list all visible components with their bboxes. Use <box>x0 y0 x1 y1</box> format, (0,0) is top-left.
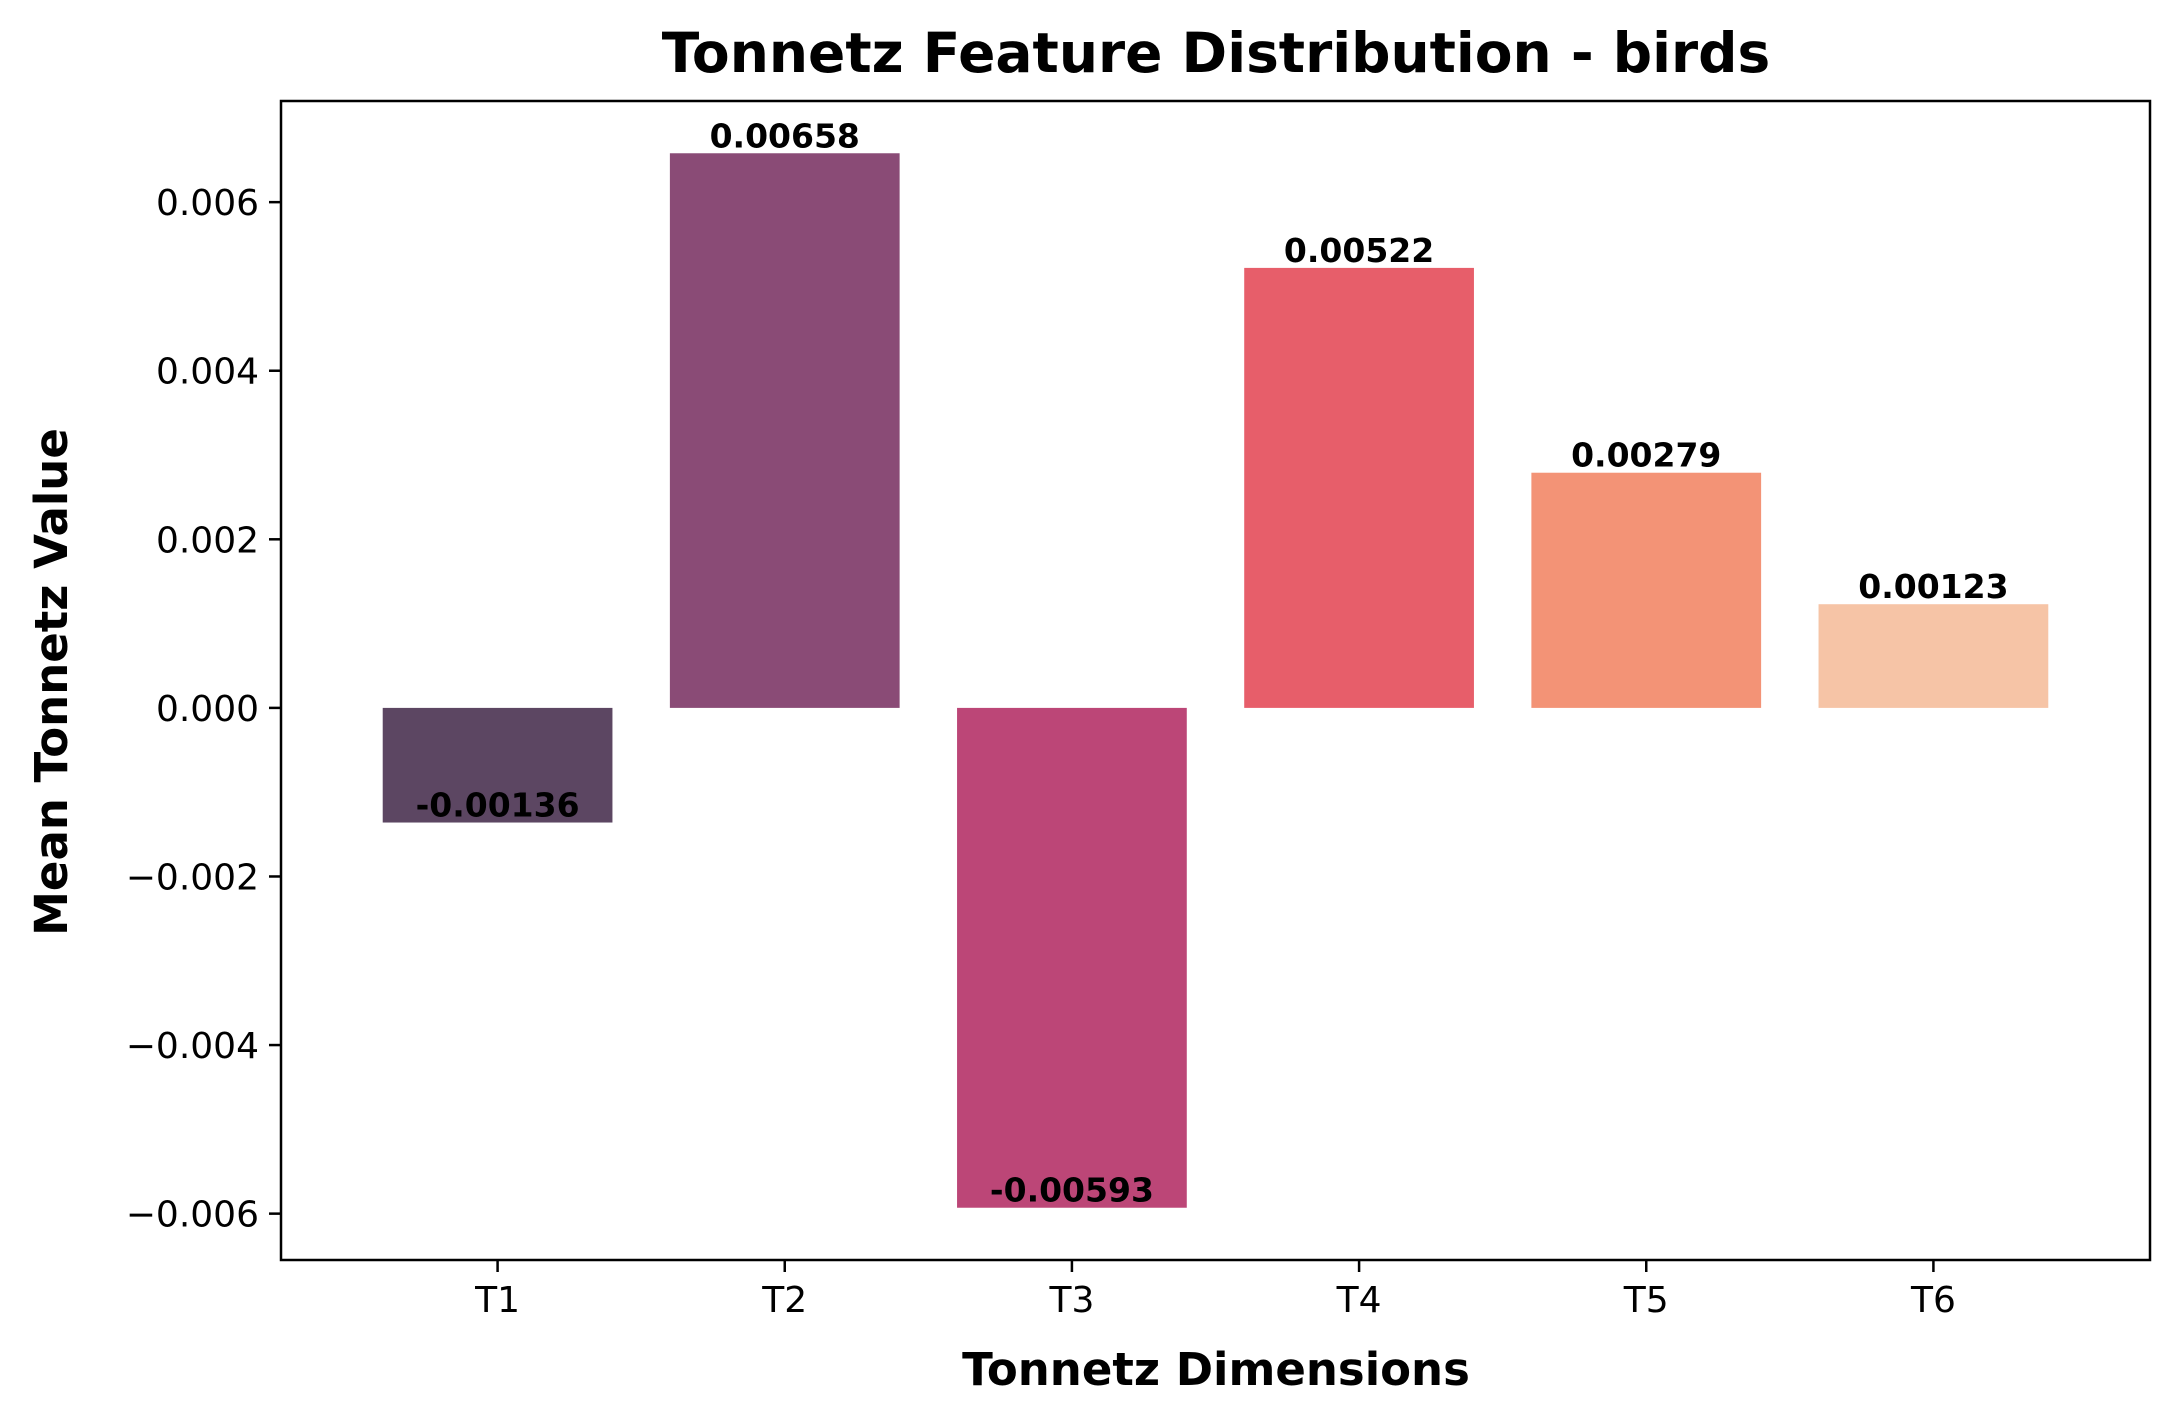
y-axis: −0.006 −0.004 −0.002 0.000 0.002 0.004 0.006 <box>126 183 281 1236</box>
plot-frame <box>279 99 2152 1262</box>
data-label-t1: -0.00136 <box>416 786 580 825</box>
bar-t4 <box>1244 267 1474 708</box>
y-tick-label: −0.002 <box>126 857 259 898</box>
x-tick-label-t4: T4 <box>1336 1280 1382 1321</box>
bar-t5 <box>1531 472 1762 708</box>
y-tick-label: 0.000 <box>156 689 259 730</box>
x-tick-label-t6: T6 <box>1910 1280 1956 1321</box>
bar-t6 <box>1818 604 2049 708</box>
data-label-t2: 0.00658 <box>710 116 860 155</box>
bar-t3 <box>957 707 1187 1208</box>
y-tick-label: 0.002 <box>156 520 259 561</box>
y-tick-label: −0.004 <box>126 1026 259 1067</box>
chart-title: Tonnetz Feature Distribution - birds <box>662 21 1771 85</box>
y-tick-label: −0.006 <box>126 1195 259 1236</box>
x-axis: T1 T2 T3 T4 T5 T6 <box>474 1260 1956 1321</box>
bars-layer <box>382 153 2049 1208</box>
x-tick-label-t5: T5 <box>1623 1280 1669 1321</box>
bar-t1 <box>382 707 613 823</box>
data-label-t6: 0.00123 <box>1858 567 2008 606</box>
bar-t2 <box>669 153 900 708</box>
data-label-t4: 0.00522 <box>1284 231 1434 270</box>
x-tick-label-t2: T2 <box>761 1280 807 1321</box>
data-labels-layer: -0.00136 0.00658 -0.00593 0.00522 0.00279 0.0… <box>416 116 2009 1209</box>
x-axis-label: Tonnetz Dimensions <box>962 1343 1470 1396</box>
data-label-t5: 0.00279 <box>1571 436 1721 475</box>
y-tick-label: 0.006 <box>156 183 259 224</box>
y-axis-label: Mean Tonnetz Value <box>25 428 78 936</box>
x-tick-label-t3: T3 <box>1048 1280 1094 1321</box>
data-label-t3: -0.00593 <box>990 1171 1154 1210</box>
y-tick-label: 0.004 <box>156 352 259 393</box>
x-tick-label-t1: T1 <box>474 1280 520 1321</box>
